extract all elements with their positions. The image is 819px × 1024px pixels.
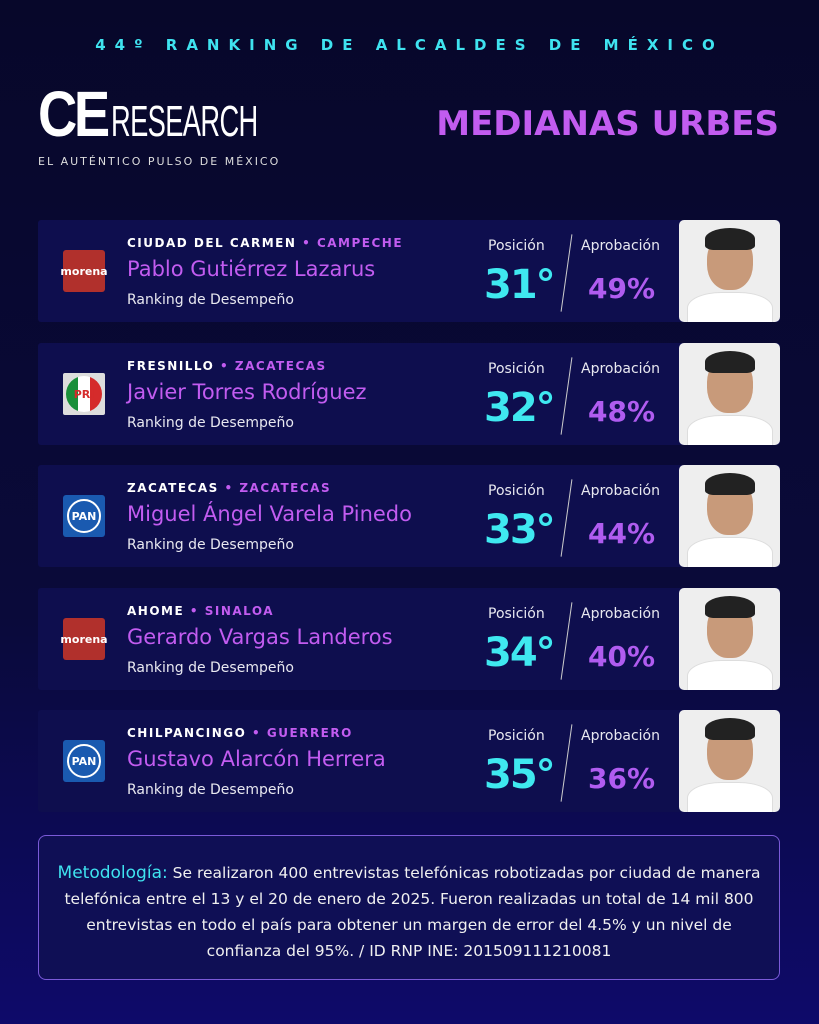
- approval-value: 40%: [588, 640, 656, 673]
- divider: [560, 234, 573, 312]
- position-value: 34°: [484, 630, 556, 676]
- city: ZACATECAS: [127, 481, 219, 495]
- position-value: 33°: [484, 507, 556, 553]
- state: ZACATECAS: [234, 359, 327, 373]
- state: ZACATECAS: [239, 481, 332, 495]
- approval-label: Aprobación: [581, 361, 660, 377]
- mayor-name: Miguel Ángel Varela Pinedo: [127, 502, 412, 526]
- mayor-card: PAN CHILPANCINGO • GUERRERO Gustavo Alarc…: [38, 710, 780, 812]
- location: CHILPANCINGO • GUERRERO: [127, 726, 353, 740]
- city: CIUDAD DEL CARMEN: [127, 236, 297, 250]
- position-value: 32°: [484, 385, 556, 431]
- mayor-photo: [679, 588, 780, 690]
- location: FRESNILLO • ZACATECAS: [127, 359, 327, 373]
- approval-label: Aprobación: [581, 238, 660, 254]
- logo-ce: CE: [38, 78, 110, 150]
- tagline: EL AUTÉNTICO PULSO DE MÉXICO: [38, 155, 281, 168]
- mayor-name: Javier Torres Rodríguez: [127, 380, 367, 404]
- methodology-box: Metodología: Se realizaron 400 entrevist…: [38, 835, 780, 980]
- approval-value: 49%: [588, 272, 656, 305]
- divider: [560, 602, 573, 680]
- mayor-photo: [679, 220, 780, 322]
- position-label: Posición: [488, 361, 545, 377]
- mayor-name: Pablo Gutiérrez Lazarus: [127, 257, 376, 281]
- approval-label: Aprobación: [581, 606, 660, 622]
- morena-logo: morena: [60, 250, 108, 292]
- methodology-label: Metodología:: [57, 863, 168, 883]
- approval-label: Aprobación: [581, 728, 660, 744]
- mayor-card: PAN ZACATECAS • ZACATECAS Miguel Ángel Va…: [38, 465, 780, 567]
- mayor-photo: [679, 710, 780, 812]
- divider: [560, 724, 573, 802]
- ce-research-logo: CE RESEARCH: [38, 78, 347, 150]
- mayor-name: Gustavo Alarcón Herrera: [127, 747, 386, 771]
- ranking-label: Ranking de Desempeño: [127, 660, 294, 676]
- approval-value: 44%: [588, 517, 656, 550]
- approval-value: 48%: [588, 395, 656, 428]
- morena-logo: morena: [60, 618, 108, 660]
- city: FRESNILLO: [127, 359, 215, 373]
- pri-logo: PRI: [63, 373, 105, 415]
- pan-logo: PAN: [63, 495, 105, 537]
- ranking-label: Ranking de Desempeño: [127, 415, 294, 431]
- state: GUERRERO: [266, 726, 353, 740]
- position-label: Posición: [488, 483, 545, 499]
- position-label: Posición: [488, 238, 545, 254]
- logo-research: RESEARCH: [110, 97, 258, 146]
- methodology-text: Se realizaron 400 entrevistas telefónica…: [64, 864, 761, 960]
- position-value: 35°: [484, 752, 556, 798]
- mayor-card: morena AHOME • SINALOA Gerardo Vargas Lan…: [38, 588, 780, 690]
- location: AHOME • SINALOA: [127, 604, 275, 618]
- ranking-label: Ranking de Desempeño: [127, 782, 294, 798]
- event-subtitle: 44º RANKING DE ALCALDES DE MÉXICO: [95, 36, 724, 54]
- divider: [560, 479, 573, 557]
- city: AHOME: [127, 604, 185, 618]
- mayor-card: PRI FRESNILLO • ZACATECAS Javier Torres R…: [38, 343, 780, 445]
- ranking-label: Ranking de Desempeño: [127, 292, 294, 308]
- position-label: Posición: [488, 606, 545, 622]
- mayor-card: morena CIUDAD DEL CARMEN • CAMPECHE Pablo…: [38, 220, 780, 322]
- mayor-name: Gerardo Vargas Landeros: [127, 625, 393, 649]
- state: SINALOA: [204, 604, 275, 618]
- state: CAMPECHE: [316, 236, 404, 250]
- approval-value: 36%: [588, 762, 656, 795]
- approval-label: Aprobación: [581, 483, 660, 499]
- pan-logo: PAN: [63, 740, 105, 782]
- page-title: MEDIANAS URBES: [436, 104, 779, 144]
- position-value: 31°: [484, 262, 556, 308]
- mayor-photo: [679, 465, 780, 567]
- location: ZACATECAS • ZACATECAS: [127, 481, 332, 495]
- city: CHILPANCINGO: [127, 726, 247, 740]
- mayor-photo: [679, 343, 780, 445]
- location: CIUDAD DEL CARMEN • CAMPECHE: [127, 236, 404, 250]
- divider: [560, 357, 573, 435]
- position-label: Posición: [488, 728, 545, 744]
- ranking-label: Ranking de Desempeño: [127, 537, 294, 553]
